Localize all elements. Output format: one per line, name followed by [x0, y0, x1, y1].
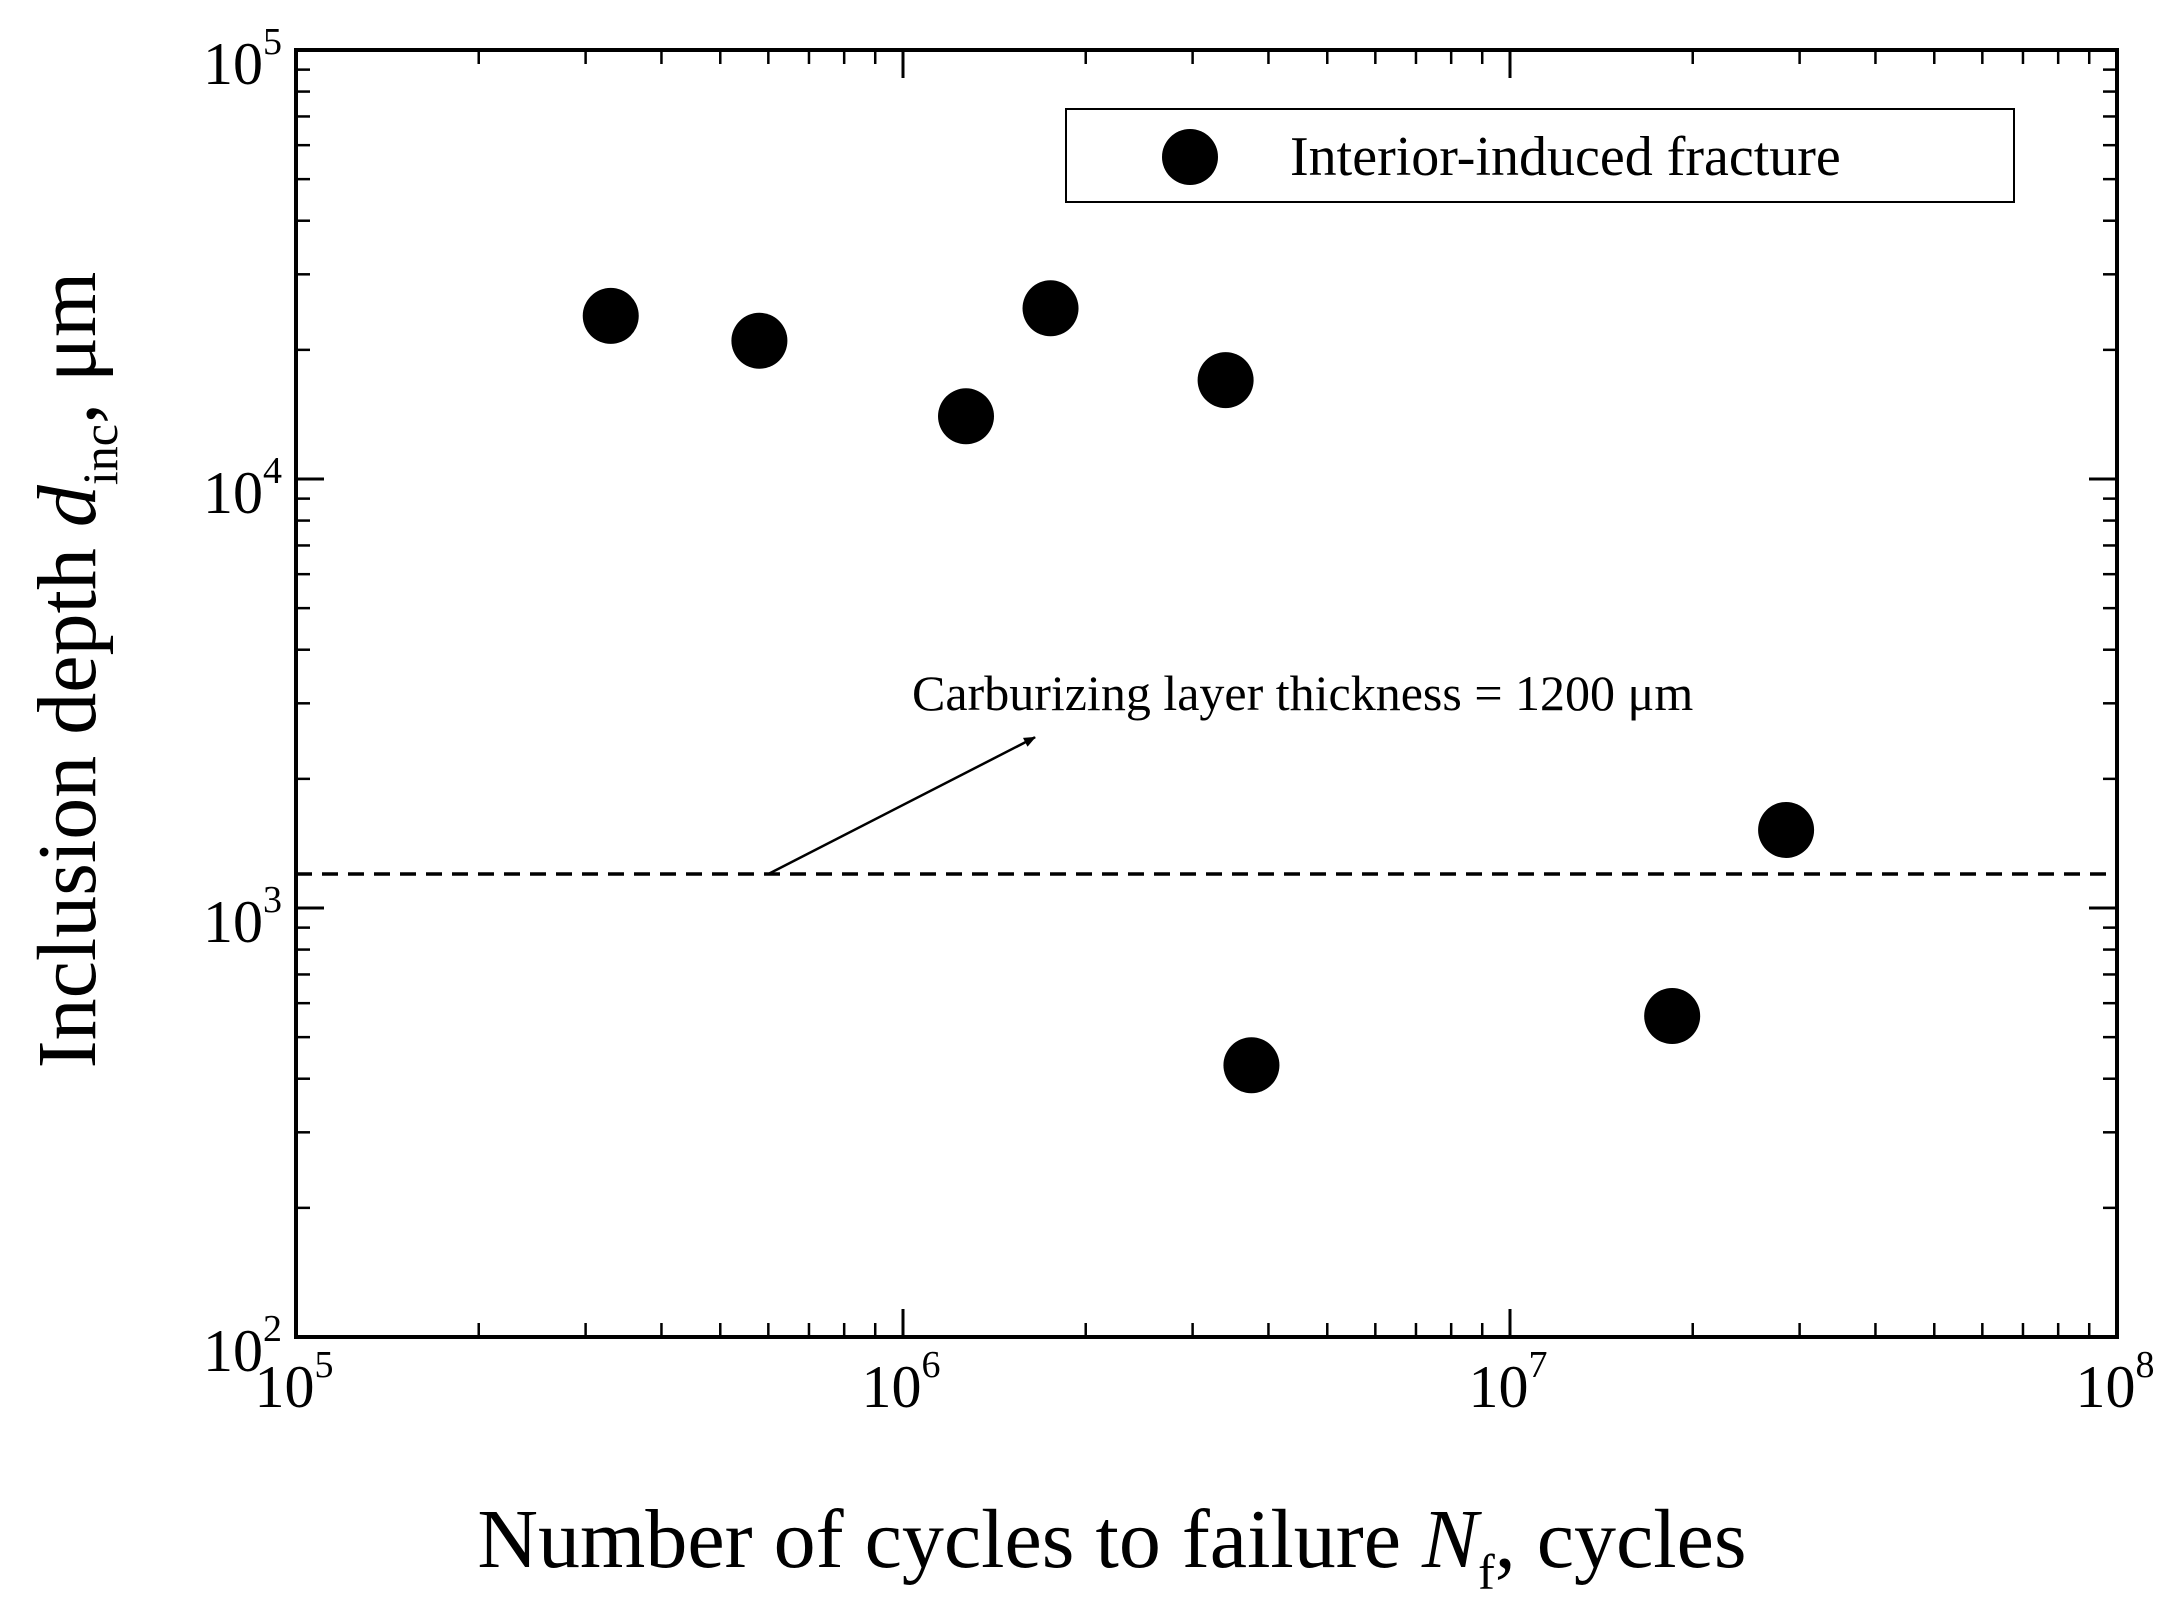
x-tick-label: 108 [2076, 1344, 2155, 1420]
y-tick-labels: 102 103 104 105 [203, 21, 282, 1384]
data-point [731, 312, 788, 369]
minor-ticks [296, 50, 2117, 1337]
data-point [1223, 1037, 1280, 1094]
data-point [1758, 801, 1815, 858]
y-tick-label: 104 [203, 450, 282, 526]
y-tick-label: 103 [203, 879, 282, 955]
legend-box [1065, 108, 2015, 203]
data-point [582, 287, 639, 344]
legend-label: Interior-induced fracture [1290, 126, 1841, 188]
data-point [1197, 352, 1254, 409]
legend-marker [1162, 129, 1218, 185]
y-tick-label: 102 [203, 1308, 282, 1384]
data-point [938, 388, 995, 445]
y-tick-label: 105 [203, 21, 282, 97]
x-tick-label: 106 [862, 1344, 941, 1420]
legend: Interior-induced fracture [1065, 108, 2015, 203]
data-point [1022, 280, 1079, 337]
x-tick-labels: 105 106 107 108 [255, 1344, 2155, 1420]
y-axis-label: Inclusion depth dinc, μm [21, 272, 128, 1069]
annotation-text: Carburizing layer thickness = 1200 μm [912, 665, 1693, 721]
x-tick-label: 107 [1469, 1344, 1548, 1420]
annotation-arrow [767, 736, 1036, 876]
data-point [1644, 988, 1701, 1045]
plot-frame [294, 48, 2119, 1339]
data-points [582, 280, 1815, 1094]
x-axis-label: Number of cycles to failure Nf, cycles [477, 1493, 1746, 1599]
x-tick-label: 105 [255, 1344, 334, 1420]
